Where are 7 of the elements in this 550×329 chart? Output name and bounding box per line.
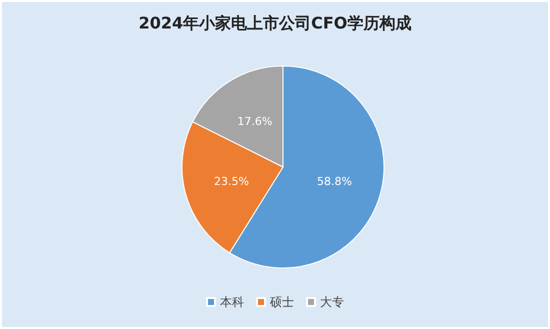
- data-label: 23.5%: [214, 175, 249, 188]
- data-label: 58.8%: [316, 175, 352, 188]
- legend-label: 大专: [320, 295, 344, 309]
- chart-title: 2024年小家电上市公司CFO学历构成: [138, 14, 412, 32]
- data-label: 17.6%: [237, 114, 272, 128]
- legend-label: 本科: [220, 295, 244, 309]
- legend-label: 硕士: [269, 295, 294, 309]
